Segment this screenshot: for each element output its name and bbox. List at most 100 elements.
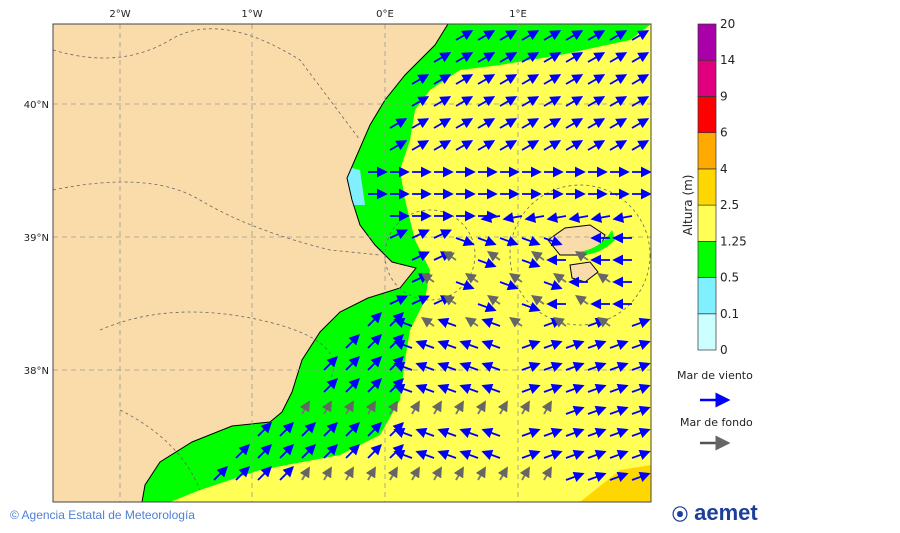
- wind-sea-arrow: [543, 339, 563, 350]
- wind-sea-arrow: [345, 378, 360, 393]
- wind-sea-arrow: [437, 317, 457, 328]
- wind-sea-arrow: [565, 30, 584, 41]
- wind-sea-arrow: [345, 422, 360, 437]
- wind-sea-arrow: [631, 383, 651, 394]
- swell-arrow: [443, 294, 457, 306]
- wind-sea-arrow: [565, 74, 584, 85]
- copyright-credit: © Agencia Estatal de Meteorología: [10, 508, 195, 522]
- swell-arrow: [299, 466, 310, 481]
- wind-sea-arrow: [631, 317, 651, 328]
- wind-sea-arrow: [587, 74, 606, 85]
- wind-sea-arrow: [437, 339, 457, 350]
- swell-arrow: [343, 466, 354, 481]
- wind-sea-arrow: [455, 118, 474, 129]
- wind-sea-arrow: [521, 74, 540, 85]
- wind-sea-arrow: [565, 339, 585, 350]
- wind-sea-arrow: [499, 74, 518, 85]
- wind-sea-arrow: [565, 449, 585, 460]
- wind-sea-arrow: [437, 383, 457, 394]
- wind-sea-arrow: [481, 317, 501, 328]
- wind-sea-arrow: [279, 422, 294, 437]
- wind-sea-arrow: [345, 356, 360, 371]
- swell-arrow: [497, 400, 508, 415]
- aemet-logo: ⦿ aemet: [672, 500, 758, 526]
- wind-sea-arrow: [480, 212, 501, 223]
- wind-sea-arrow: [609, 339, 629, 350]
- wind-sea-arrow: [459, 383, 479, 394]
- swell-arrow: [519, 400, 530, 415]
- colorbar-segment: [697, 96, 717, 134]
- wind-sea-arrow: [411, 140, 430, 151]
- swell-arrow: [475, 400, 486, 415]
- swell-arrow: [453, 400, 464, 415]
- lat-label: 40°N: [24, 100, 49, 111]
- lon-label: 0°E: [376, 9, 394, 20]
- wind-sea-arrow: [477, 74, 496, 85]
- lon-label: 1°W: [241, 9, 262, 20]
- swell-arrow: [443, 250, 457, 262]
- wind-sea-arrow: [393, 383, 413, 394]
- swell-arrow: [465, 272, 479, 284]
- wind-sea-arrow: [301, 444, 316, 459]
- wind-sea-arrow: [477, 236, 497, 247]
- wind-sea-arrow: [543, 427, 563, 438]
- wind-sea-arrow: [433, 96, 452, 107]
- wind-sea-arrow: [565, 471, 585, 482]
- wind-sea-arrow: [393, 339, 413, 350]
- wind-sea-arrow: [565, 383, 585, 394]
- wind-sea-arrow: [455, 52, 474, 63]
- wind-sea-arrow: [521, 236, 541, 247]
- swell-arrow: [321, 466, 332, 481]
- lon-label: 1°E: [509, 9, 527, 20]
- wind-sea-arrow: [345, 334, 360, 349]
- aemet-logo-icon: ⦿: [672, 507, 689, 524]
- swell-arrow: [487, 250, 501, 262]
- wind-sea-arrow: [477, 52, 496, 63]
- wind-sea-arrow: [411, 118, 430, 129]
- colorbar-level-label: 0.1: [720, 307, 739, 321]
- wind-sea-arrow: [587, 449, 607, 460]
- wind-sea-arrow: [433, 52, 452, 63]
- swell-arrow: [387, 466, 398, 481]
- wind-sea-arrow: [631, 30, 650, 41]
- aemet-logo-text: aemet: [694, 500, 758, 525]
- wind-sea-arrow: [257, 444, 272, 459]
- swell-arrow: [421, 316, 435, 328]
- swell-arrow: [465, 316, 479, 328]
- wind-sea-arrow: [455, 140, 474, 151]
- wind-sea-arrow: [499, 118, 518, 129]
- wind-sea-arrow: [415, 449, 435, 460]
- wind-sea-arrow: [587, 361, 607, 372]
- swell-arrow: [453, 466, 464, 481]
- wind-sea-arrow: [481, 361, 501, 372]
- wind-sea-arrow: [477, 140, 496, 151]
- wind-sea-arrow: [587, 52, 606, 63]
- wind-sea-arrow: [389, 140, 408, 151]
- colorbar-segment: [697, 23, 717, 61]
- swell-arrow: [509, 272, 523, 284]
- arrow-field: [213, 30, 651, 482]
- wind-sea-arrow: [631, 405, 651, 416]
- wind-sea-arrow: [565, 118, 584, 129]
- swell-arrow: [553, 272, 567, 284]
- wind-sea-arrow: [543, 96, 562, 107]
- swell-arrow: [431, 400, 442, 415]
- wind-sea-arrow: [367, 444, 382, 459]
- wind-sea-arrow: [389, 229, 408, 240]
- colorbar-segment: [697, 132, 717, 170]
- wind-sea-arrow: [609, 405, 629, 416]
- wind-sea-arrow: [609, 427, 629, 438]
- wind-sea-arrow: [612, 212, 633, 223]
- wind-sea-arrow: [631, 339, 651, 350]
- colorbar-level-label: 9: [720, 89, 728, 103]
- wind-sea-arrow: [459, 361, 479, 372]
- colorbar-level-label: 14: [720, 53, 735, 67]
- swell-arrow: [421, 272, 435, 284]
- wind-sea-arrow: [631, 74, 650, 85]
- wind-sea-arrow: [499, 280, 519, 291]
- wind-sea-arrow: [257, 466, 272, 481]
- swell-arrow: [597, 316, 611, 328]
- wind-sea-arrow: [323, 356, 338, 371]
- ibiza-island: [547, 224, 606, 256]
- wind-sea-arrow: [587, 30, 606, 41]
